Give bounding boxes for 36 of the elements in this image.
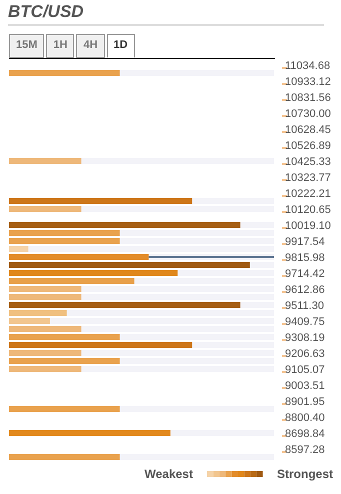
y-tick-label: 9206.63 [285,348,325,360]
y-tick-label: 10933.12 [285,76,331,88]
y-tick-label: 10222.21 [285,188,331,200]
y-tick-label: 10019.10 [285,220,331,232]
text: Weakest [144,467,193,481]
y-tick-label: 9308.19 [285,332,325,344]
text: 15M [9,34,44,58]
y-tick-label: 10526.89 [285,140,331,152]
y-tick-label: 9612.86 [285,284,325,296]
bar [9,318,50,324]
y-tick-label: 9917.54 [285,236,325,248]
y-tick-label: 8901.95 [285,396,325,408]
y-tick-label: 10628.45 [285,124,331,136]
y-tick-label: 8597.28 [285,444,325,456]
y-tick-label: 9105.07 [285,364,325,376]
bar [9,246,28,252]
bar [9,254,149,260]
text: 4H [76,34,105,58]
chart-title: BTC/USD [8,2,324,26]
bar [9,310,67,316]
y-tick-label: 8800.40 [285,412,325,424]
y-tick-label: 9409.75 [285,316,325,328]
y-tick-label: 10120.65 [285,204,331,216]
y-tick-label: 9511.30 [285,300,324,312]
y-tick-label: 9714.42 [285,268,325,280]
y-tick-label: 10730.00 [285,108,331,120]
text: 1D [106,34,135,58]
y-tick-label: 11034.68 [285,60,330,72]
y-tick-label: 9003.51 [285,380,325,392]
y-tick-label: 10323.77 [285,172,331,184]
y-tick-label: 10425.33 [285,156,331,168]
y-tick-label: 8698.84 [285,428,325,440]
y-tick-label: 9815.98 [285,252,325,264]
text: 1H [46,34,74,58]
text: Strongest [276,467,333,481]
y-tick-label: 10831.56 [285,92,331,104]
